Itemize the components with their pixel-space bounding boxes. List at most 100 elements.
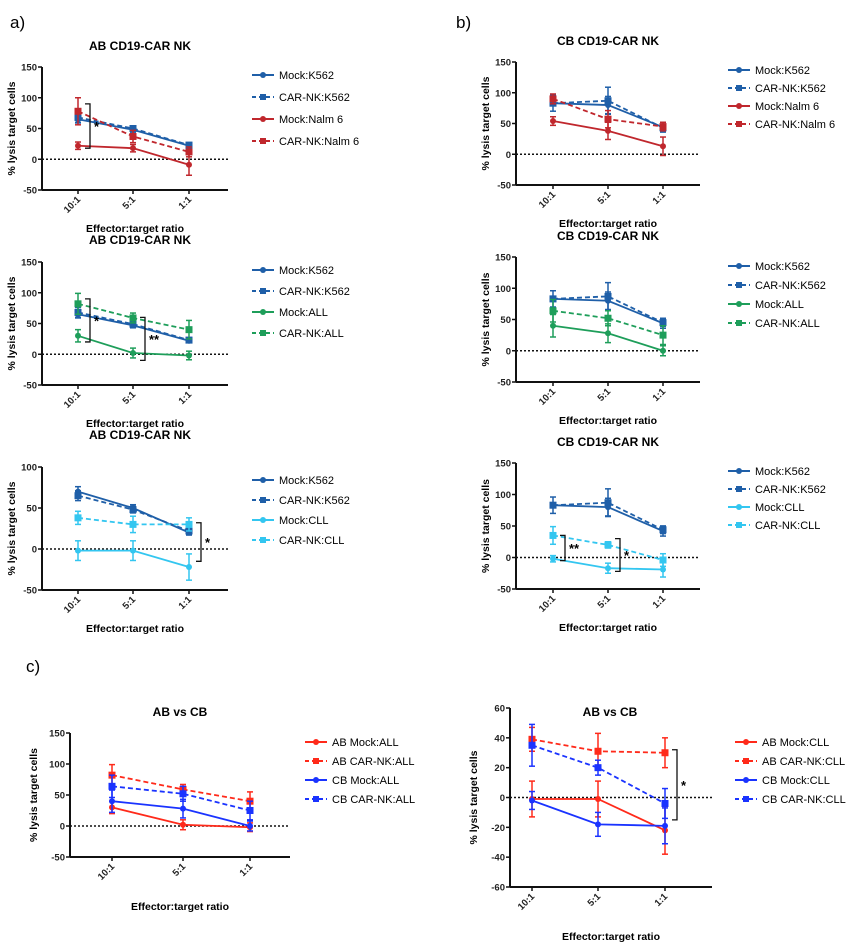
x-tick-label: 10:1 xyxy=(62,194,84,216)
data-point xyxy=(550,118,556,125)
series-line xyxy=(111,800,251,827)
y-tick-label: -50 xyxy=(23,186,37,197)
y-tick-label: 0 xyxy=(506,150,511,161)
series-line xyxy=(552,501,664,531)
legend-marker xyxy=(260,94,266,100)
x-tick-label: 1:1 xyxy=(177,594,195,612)
x-tick-label: 5:1 xyxy=(596,386,614,404)
data-point xyxy=(659,331,667,339)
series-line xyxy=(531,744,666,805)
legend-label: Mock:K562 xyxy=(755,261,810,273)
data-point xyxy=(660,566,666,573)
data-point xyxy=(549,531,557,539)
legend-marker xyxy=(260,116,266,122)
legend-marker xyxy=(743,777,749,783)
chart-title: CB CD19-CAR NK xyxy=(557,435,659,449)
data-point xyxy=(661,749,669,757)
data-point xyxy=(74,514,82,522)
y-axis-label: % lysis target cells xyxy=(468,750,480,844)
panel-label: b) xyxy=(456,13,471,32)
y-axis-label: % lysis target cells xyxy=(6,81,18,175)
chart-title: AB vs CB xyxy=(153,705,208,719)
y-tick-label: 150 xyxy=(21,63,37,74)
legend-marker xyxy=(736,282,742,288)
data-point xyxy=(186,161,192,168)
series-line xyxy=(552,295,664,324)
legend-item: Mock:CLL xyxy=(252,515,329,527)
data-point xyxy=(662,822,668,829)
legend-marker xyxy=(736,486,742,492)
legend-label: CAR-NK:ALL xyxy=(279,328,344,340)
significance-label: ** xyxy=(569,541,580,556)
legend-item: CAR-NK:K562 xyxy=(252,92,350,104)
legend-marker xyxy=(736,468,742,474)
data-point xyxy=(550,555,556,562)
series-line xyxy=(77,516,189,526)
legend-marker xyxy=(736,504,742,510)
legend-item: Mock:K562 xyxy=(252,265,334,277)
x-tick-label: 1:1 xyxy=(651,386,669,404)
data-point xyxy=(129,520,137,528)
y-tick-label: 100 xyxy=(21,288,37,299)
legend-item: Mock:K562 xyxy=(728,466,810,478)
legend-label: CAR-NK:ALL xyxy=(755,318,820,330)
data-point xyxy=(75,332,81,339)
legend-marker xyxy=(736,103,742,109)
panel-label: a) xyxy=(10,13,25,32)
chart-1: AB CD19-CAR NK -50 0 50 100 150 10:1 5:1 1:1 Effe… xyxy=(6,39,359,235)
data-point xyxy=(129,506,137,514)
legend-item: CAR-NK:K562 xyxy=(728,484,826,496)
legend-label: CAR-NK:Nalm 6 xyxy=(279,136,359,148)
legend-item: CAR-NK:K562 xyxy=(728,83,826,95)
legend-label: CAR-NK:K562 xyxy=(755,484,826,496)
x-axis-label: Effector:target ratio xyxy=(86,418,184,430)
y-tick-label: -50 xyxy=(51,853,65,864)
legend-item: Mock:CLL xyxy=(728,502,805,514)
legend-item: CAR-NK:Nalm 6 xyxy=(728,119,835,131)
series-car-nk-all xyxy=(549,298,667,346)
legend-item: CAR-NK:K562 xyxy=(252,495,350,507)
x-tick-label: 5:1 xyxy=(121,389,139,407)
y-tick-label: 150 xyxy=(495,459,511,470)
legend-marker xyxy=(260,288,266,294)
data-point xyxy=(129,125,137,132)
legend-marker xyxy=(736,301,742,307)
legend-marker xyxy=(260,497,266,503)
legend-label: Mock:ALL xyxy=(279,307,328,319)
legend-item: Mock:ALL xyxy=(252,307,328,319)
data-point xyxy=(659,556,667,564)
legend-label: Mock:K562 xyxy=(279,475,334,487)
x-tick-label: 10:1 xyxy=(62,389,84,411)
chart-2: AB CD19-CAR NK -50 0 50 100 150 10:1 5:1 1:1 Effe… xyxy=(6,233,350,430)
x-tick-label: 10:1 xyxy=(537,189,559,211)
data-point xyxy=(529,797,535,804)
legend-item: CB Mock:ALL xyxy=(305,775,399,787)
data-point xyxy=(659,123,667,131)
legend-item: CB Mock:CLL xyxy=(735,775,830,787)
y-tick-label: 50 xyxy=(500,119,511,130)
y-tick-label: 100 xyxy=(21,463,37,474)
data-point xyxy=(185,148,193,156)
legend-label: CAR-NK:K562 xyxy=(755,83,826,95)
x-axis-label: Effector:target ratio xyxy=(562,931,660,943)
legend-marker xyxy=(736,67,742,73)
data-point xyxy=(604,541,612,549)
y-tick-label: 0 xyxy=(32,350,37,361)
data-point xyxy=(185,336,193,344)
y-tick-label: -50 xyxy=(497,181,511,192)
significance-bracket xyxy=(672,749,678,821)
legend-item: CAR-NK:CLL xyxy=(728,520,820,532)
data-point xyxy=(75,547,81,554)
data-point xyxy=(604,499,612,507)
x-tick-label: 1:1 xyxy=(653,891,671,909)
legend-item: CB CAR-NK:ALL xyxy=(305,794,415,806)
legend-item: Mock:K562 xyxy=(728,65,810,77)
x-tick-label: 10:1 xyxy=(537,386,559,408)
significance-label: * xyxy=(205,535,211,550)
y-tick-label: 150 xyxy=(495,58,511,69)
y-tick-label: -60 xyxy=(491,883,505,894)
chart-5: CB CD19-CAR NK -50 0 50 100 150 10:1 5:1 1:1 Effe… xyxy=(480,229,826,427)
data-point xyxy=(595,821,601,828)
y-tick-label: 0 xyxy=(500,793,505,804)
